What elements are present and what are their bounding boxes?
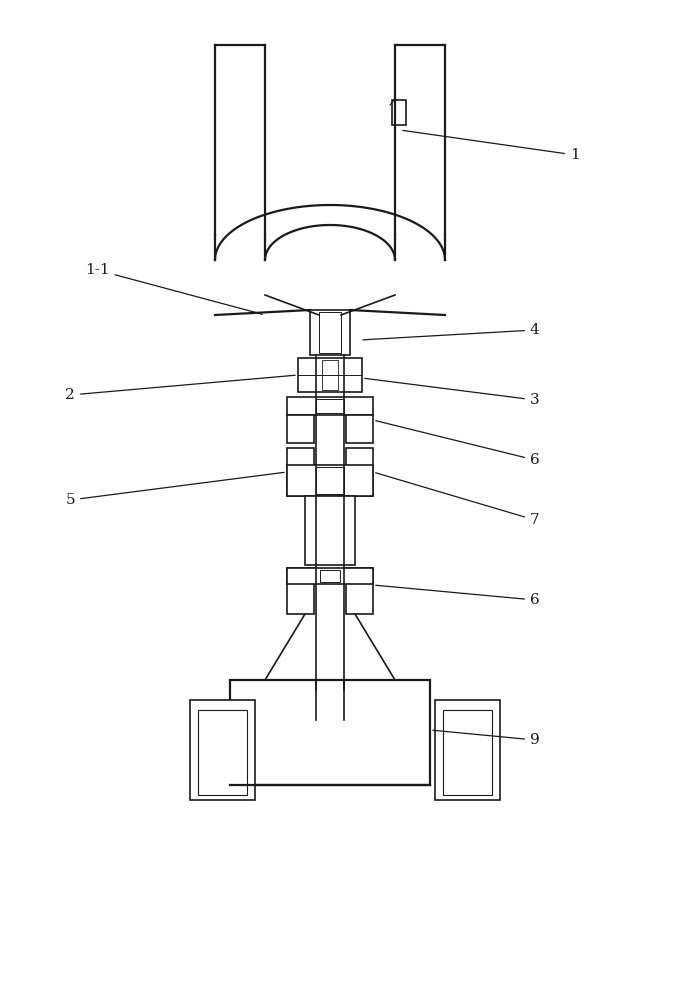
Text: 5: 5 bbox=[65, 472, 284, 507]
Bar bbox=[322, 360, 338, 390]
Bar bbox=[198, 710, 247, 795]
Text: 1-1: 1-1 bbox=[85, 263, 262, 314]
Bar bbox=[287, 568, 314, 614]
Bar bbox=[346, 448, 373, 496]
Bar bbox=[392, 100, 406, 125]
Bar bbox=[190, 700, 255, 800]
Text: 3: 3 bbox=[365, 378, 540, 407]
Text: 6: 6 bbox=[376, 421, 540, 467]
Bar bbox=[346, 568, 373, 614]
Bar bbox=[346, 415, 373, 443]
Bar bbox=[287, 397, 373, 415]
Bar bbox=[305, 496, 355, 565]
Text: 6: 6 bbox=[376, 585, 540, 607]
Text: 4: 4 bbox=[363, 323, 540, 340]
Text: 9: 9 bbox=[433, 730, 540, 747]
Bar bbox=[310, 310, 350, 355]
Bar bbox=[298, 358, 362, 392]
Bar bbox=[319, 312, 341, 353]
Bar bbox=[320, 570, 340, 582]
Bar bbox=[316, 467, 344, 494]
Bar bbox=[443, 710, 492, 795]
Bar bbox=[287, 448, 314, 496]
Text: 7: 7 bbox=[376, 473, 540, 527]
Text: 2: 2 bbox=[65, 375, 295, 402]
Bar bbox=[287, 415, 314, 443]
Bar bbox=[230, 680, 430, 785]
Bar bbox=[435, 700, 500, 800]
Bar bbox=[287, 568, 373, 584]
Bar bbox=[316, 399, 344, 413]
Text: 1: 1 bbox=[403, 130, 580, 162]
Bar bbox=[287, 465, 373, 496]
